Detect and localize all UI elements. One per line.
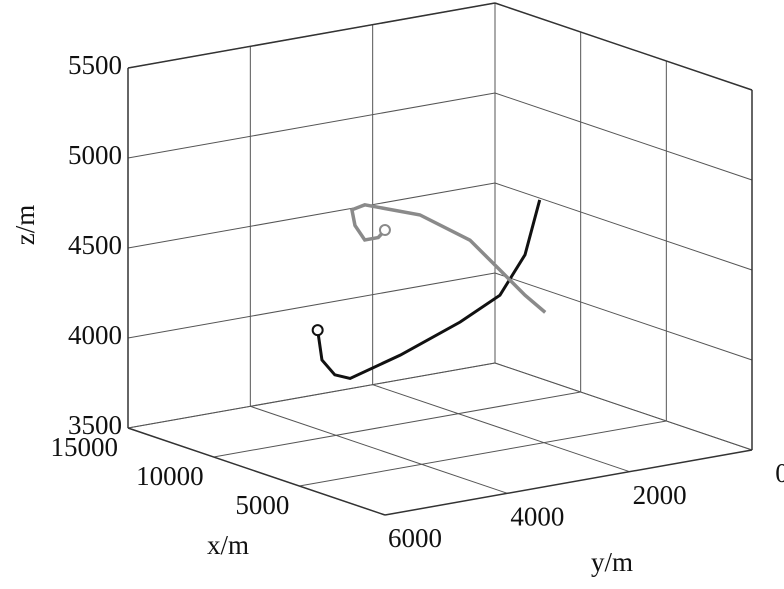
trajectory	[349, 203, 547, 314]
trajectory	[316, 199, 542, 381]
grid-line	[213, 391, 581, 458]
grid-line	[494, 182, 753, 271]
grid-line	[372, 384, 630, 473]
grid-line	[127, 182, 496, 249]
grid-line	[127, 362, 496, 429]
start-marker	[378, 224, 391, 237]
z-tick-label: 3500	[68, 410, 122, 440]
z-tick-label: 5500	[68, 50, 122, 80]
y-tick-label: 0	[775, 458, 784, 488]
x-tick-label: 5000	[235, 490, 289, 520]
axis-edge	[494, 2, 753, 91]
axis-edge	[384, 449, 753, 516]
x-tick-label: 15000	[51, 432, 119, 462]
x-tick-label: 10000	[136, 461, 204, 491]
grid-line	[494, 272, 753, 361]
grid-line	[250, 405, 508, 494]
x-axis-label: x/m	[207, 530, 249, 560]
z-tick-label: 4500	[68, 230, 122, 260]
y-tick-label: 6000	[388, 523, 442, 553]
axis-edge	[127, 2, 496, 69]
y-tick-label: 4000	[510, 502, 564, 532]
z-axis-label: z/m	[10, 205, 40, 246]
y-axis-label: y/m	[591, 547, 633, 577]
grid-line	[299, 420, 667, 487]
grid-line	[494, 362, 753, 451]
start-marker	[311, 324, 324, 337]
z-tick-label: 4000	[68, 320, 122, 350]
axis-edge	[127, 427, 386, 516]
z-tick-label: 5000	[68, 140, 122, 170]
grid-line	[494, 92, 753, 181]
y-tick-label: 2000	[633, 480, 687, 510]
grid-line	[127, 92, 496, 159]
grid-line	[127, 272, 496, 339]
